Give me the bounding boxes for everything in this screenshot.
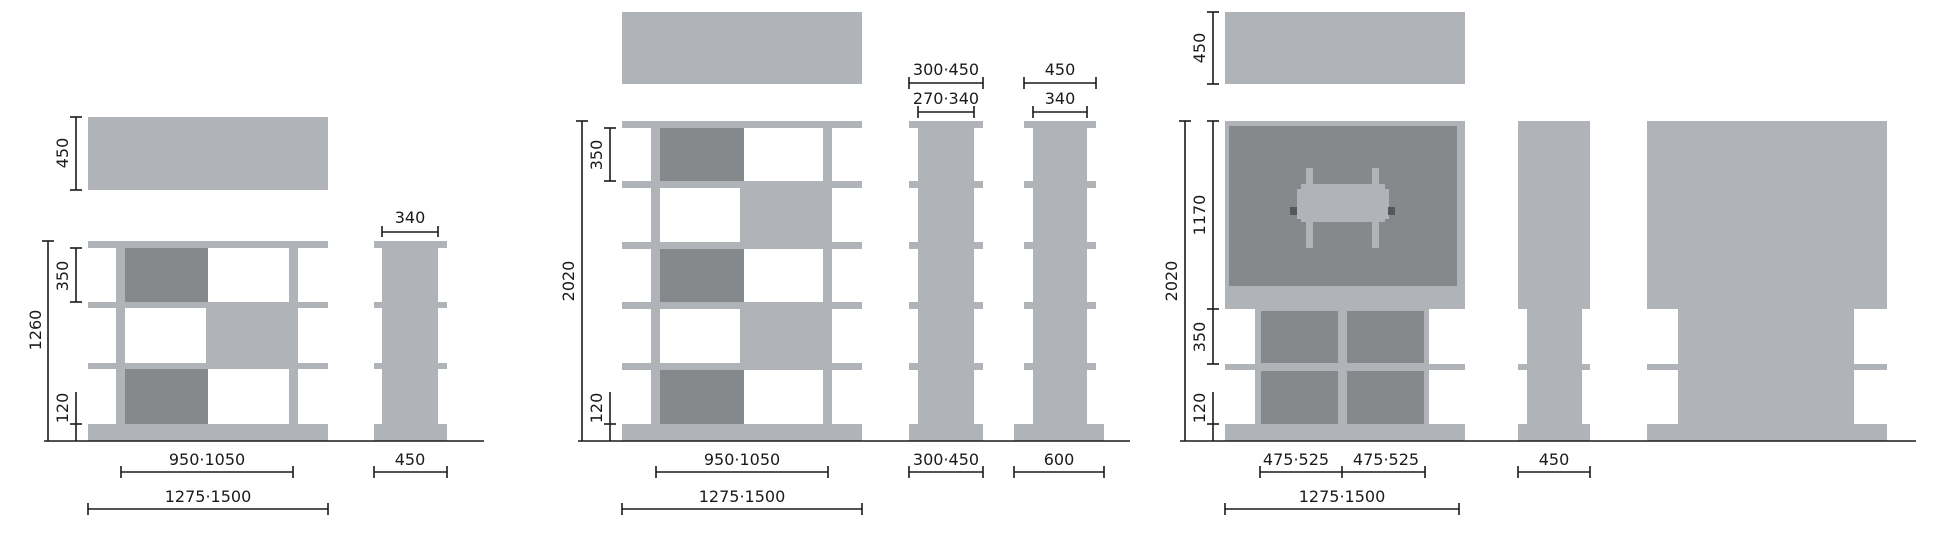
g2-panel-dark-1 (660, 128, 744, 181)
g1-base (88, 424, 328, 441)
g3-lower-cell-4 (1347, 371, 1424, 424)
g1-dim-340: 340 (395, 208, 426, 227)
g2-dim-col-b-top1: 450 (1045, 60, 1076, 79)
g1-upright-right (289, 241, 298, 424)
g2-shelf-4 (622, 302, 862, 309)
g3-side-lower (1527, 309, 1582, 441)
g3-dim-1170: 1170 (1190, 195, 1209, 236)
g2-side-a-column (918, 121, 974, 441)
g3-bracket-knob-right (1388, 207, 1395, 215)
g3-bracket-knob-left (1290, 207, 1297, 215)
g2-base (622, 424, 862, 441)
g2-plan-view (622, 12, 862, 84)
g2-dim-120: 120 (587, 393, 606, 424)
g1-shelf-3 (88, 363, 328, 369)
g1-upright-left (116, 241, 125, 424)
g3-plan-view (1225, 12, 1465, 84)
g2-panel-light-2 (740, 309, 823, 363)
g2-panel-dark-2 (660, 249, 744, 302)
g3-dim-width-left: 475·525 (1263, 450, 1329, 469)
g1-dim-1260: 1260 (26, 310, 45, 351)
g3-lower-cell-1 (1261, 311, 1338, 363)
g2-shelf-2 (622, 181, 862, 188)
g2-dim-col-b-top2: 340 (1045, 89, 1076, 108)
g2-shelf-3 (622, 242, 862, 249)
g1-dim-350: 350 (53, 261, 72, 292)
g1-plan-view (88, 117, 328, 190)
g2-side-b-column (1033, 121, 1087, 441)
g2-upright-left (651, 121, 660, 424)
g3-dim-2020: 2020 (1162, 261, 1181, 302)
g1-panel-dark-2 (125, 369, 208, 424)
g1-panel-dark-1 (125, 248, 208, 302)
g3-dim-total-width: 1275·1500 (1299, 487, 1386, 506)
g2-dim-col-a-top1: 300·450 (913, 60, 979, 79)
g3-lower-shelf (1225, 364, 1465, 370)
g2-dim-inner-width: 950·1050 (704, 450, 780, 469)
g1-dim-450-side: 450 (395, 450, 426, 469)
g2-dim-350: 350 (587, 140, 606, 171)
g1-side-base (374, 424, 447, 441)
g1-shelf-2 (88, 302, 328, 308)
g2-panel-light-1 (740, 188, 823, 242)
g2-panel-dark-3 (660, 370, 744, 424)
g2-dim-col-b-bottom: 600 (1044, 450, 1075, 469)
g3-lower-cell-3 (1261, 371, 1338, 424)
g1-panel-light (206, 308, 289, 363)
g3-back-lower (1678, 309, 1854, 441)
g3-dim-450-side: 450 (1539, 450, 1570, 469)
g3-dim-450-top: 450 (1190, 33, 1209, 64)
g1-dim-total-width: 1275·1500 (165, 487, 252, 506)
g2-dim-2020: 2020 (559, 261, 578, 302)
group-2-bookcase-2020: 2020 350 120 300·450 270·340 450 340 950 (559, 12, 1130, 515)
group-3-tv-unit-2020: 450 2020 1170 350 120 475·525 475·525 12… (1162, 11, 1916, 515)
g2-dim-col-a-top2: 270·340 (913, 89, 979, 108)
g1-side-column (382, 241, 438, 441)
g3-dim-120: 120 (1190, 393, 1209, 424)
g3-base (1225, 424, 1465, 441)
g2-dim-total-width: 1275·1500 (699, 487, 786, 506)
g2-shelf-1 (622, 121, 862, 128)
g2-upright-right (823, 121, 832, 424)
g3-tv-bracket (1301, 184, 1385, 222)
g2-shelf-5 (622, 363, 862, 370)
g2-dim-col-a-bottom: 300·450 (913, 450, 979, 469)
g1-dim-450-top: 450 (53, 138, 72, 169)
g3-side-upper (1518, 121, 1590, 309)
g1-dim-120: 120 (53, 393, 72, 424)
group-1-bookcase-1260: 450 1260 350 120 340 450 950·1050 1 (26, 116, 484, 515)
g1-shelf-top (88, 241, 328, 248)
g3-back-upper (1647, 121, 1887, 309)
g3-dim-width-right: 475·525 (1353, 450, 1419, 469)
g1-dim-inner-width: 950·1050 (169, 450, 245, 469)
g3-lower-cell-2 (1347, 311, 1424, 363)
g3-dim-350: 350 (1190, 322, 1209, 353)
